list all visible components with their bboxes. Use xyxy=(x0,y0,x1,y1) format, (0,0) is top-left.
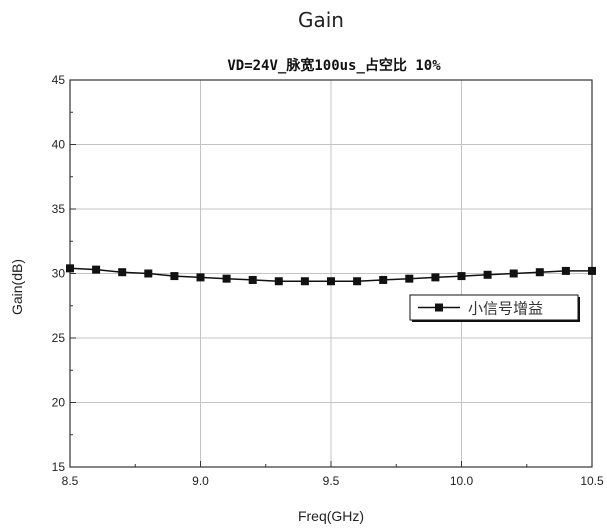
x-tick-label: 10.0 xyxy=(450,474,474,488)
x-tick-label: 9.5 xyxy=(323,474,340,488)
y-axis-title: Gain(dB) xyxy=(9,259,25,315)
data-point-marker xyxy=(300,277,309,286)
x-tick-label: 8.5 xyxy=(62,474,79,488)
data-point-marker xyxy=(509,269,518,278)
x-tick-label: 9.0 xyxy=(192,474,209,488)
data-point-marker xyxy=(431,273,440,282)
legend: 小信号增益 xyxy=(409,294,580,322)
y-tick-label: 20 xyxy=(52,396,66,410)
data-point-marker xyxy=(222,274,231,283)
series-layer xyxy=(66,264,596,286)
data-point-marker xyxy=(535,268,544,277)
data-point-marker xyxy=(274,277,283,286)
data-point-marker xyxy=(118,268,127,277)
page-heading: Gain xyxy=(298,8,344,32)
y-tick-label: 40 xyxy=(52,138,66,152)
y-tick-label: 25 xyxy=(52,331,66,345)
data-point-marker xyxy=(588,266,596,275)
legend-label: 小信号增益 xyxy=(468,300,543,318)
data-point-marker xyxy=(353,277,362,286)
data-point-marker xyxy=(561,266,570,275)
chart-title: VD=24V_脉宽100us_占空比 10% xyxy=(227,57,441,74)
data-point-marker xyxy=(92,265,101,274)
y-tick-label: 15 xyxy=(52,460,66,474)
data-point-marker xyxy=(327,277,335,286)
y-tick-label: 45 xyxy=(52,73,66,87)
legend-marker-sample xyxy=(435,303,443,312)
data-point-marker xyxy=(66,264,74,273)
x-tick-label: 10.5 xyxy=(580,474,604,488)
grid-lines xyxy=(70,80,592,467)
y-tick-label: 30 xyxy=(52,267,66,281)
data-point-marker xyxy=(379,275,388,284)
data-point-marker xyxy=(457,272,466,281)
data-point-marker xyxy=(405,274,414,283)
x-axis-title: Freq(GHz) xyxy=(298,508,364,524)
y-tick-label: 35 xyxy=(52,202,66,216)
axis-ticks: 8.5 9.0 9.5 10.0 10.5 15 20 25 30 35 40 45 xyxy=(52,73,604,488)
data-point-marker xyxy=(144,269,153,278)
data-point-marker xyxy=(170,272,179,281)
data-point-marker xyxy=(196,273,205,282)
data-point-marker xyxy=(483,270,492,279)
data-point-marker xyxy=(248,275,257,284)
